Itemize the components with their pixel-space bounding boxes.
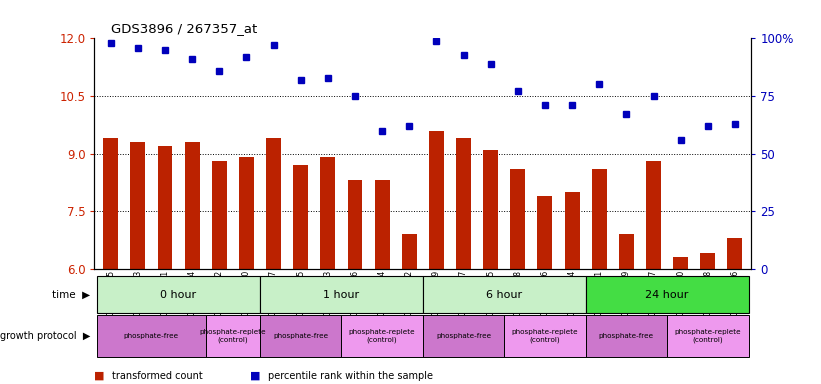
Text: transformed count: transformed count bbox=[112, 371, 204, 381]
Bar bbox=[97, 315, 206, 357]
Bar bbox=[239, 157, 254, 384]
Bar bbox=[103, 138, 118, 384]
Bar bbox=[619, 234, 634, 384]
Bar bbox=[456, 138, 471, 384]
Text: phosphate-replete
(control): phosphate-replete (control) bbox=[349, 329, 415, 343]
Text: GDS3896 / 267357_at: GDS3896 / 267357_at bbox=[111, 22, 257, 35]
Bar bbox=[347, 180, 362, 384]
Text: 1 hour: 1 hour bbox=[323, 290, 360, 300]
Text: phosphate-replete
(control): phosphate-replete (control) bbox=[511, 329, 578, 343]
Text: ■: ■ bbox=[94, 371, 105, 381]
Bar bbox=[504, 315, 585, 357]
Text: phosphate-free: phosphate-free bbox=[273, 333, 328, 339]
Text: phosphate-free: phosphate-free bbox=[599, 333, 654, 339]
Text: percentile rank within the sample: percentile rank within the sample bbox=[268, 371, 433, 381]
Text: growth protocol  ▶: growth protocol ▶ bbox=[0, 331, 90, 341]
Bar bbox=[667, 315, 749, 357]
Bar bbox=[97, 276, 260, 313]
Text: ■: ■ bbox=[250, 371, 261, 381]
Bar bbox=[429, 131, 444, 384]
Bar bbox=[727, 238, 742, 384]
Bar bbox=[565, 192, 580, 384]
Text: 24 hour: 24 hour bbox=[645, 290, 689, 300]
Bar bbox=[293, 165, 308, 384]
Text: phosphate-free: phosphate-free bbox=[436, 333, 491, 339]
Bar bbox=[538, 196, 553, 384]
Bar bbox=[206, 315, 260, 357]
Text: 0 hour: 0 hour bbox=[160, 290, 196, 300]
Bar bbox=[585, 315, 667, 357]
Bar bbox=[700, 253, 715, 384]
Bar bbox=[185, 142, 200, 384]
Text: phosphate-replete
(control): phosphate-replete (control) bbox=[200, 329, 266, 343]
Bar bbox=[423, 315, 504, 357]
Bar bbox=[484, 150, 498, 384]
Bar bbox=[260, 276, 423, 313]
Text: time  ▶: time ▶ bbox=[53, 290, 90, 300]
Bar bbox=[320, 157, 335, 384]
Bar bbox=[342, 315, 423, 357]
Bar bbox=[374, 180, 390, 384]
Bar bbox=[131, 142, 145, 384]
Text: 6 hour: 6 hour bbox=[486, 290, 522, 300]
Bar bbox=[673, 257, 688, 384]
Bar bbox=[266, 138, 281, 384]
Text: phosphate-free: phosphate-free bbox=[124, 333, 179, 339]
Bar bbox=[212, 161, 227, 384]
Bar bbox=[158, 146, 172, 384]
Bar bbox=[401, 234, 417, 384]
Bar bbox=[423, 276, 585, 313]
Bar bbox=[260, 315, 342, 357]
Text: phosphate-replete
(control): phosphate-replete (control) bbox=[675, 329, 741, 343]
Bar bbox=[646, 161, 661, 384]
Bar bbox=[585, 276, 749, 313]
Bar bbox=[511, 169, 525, 384]
Bar bbox=[592, 169, 607, 384]
